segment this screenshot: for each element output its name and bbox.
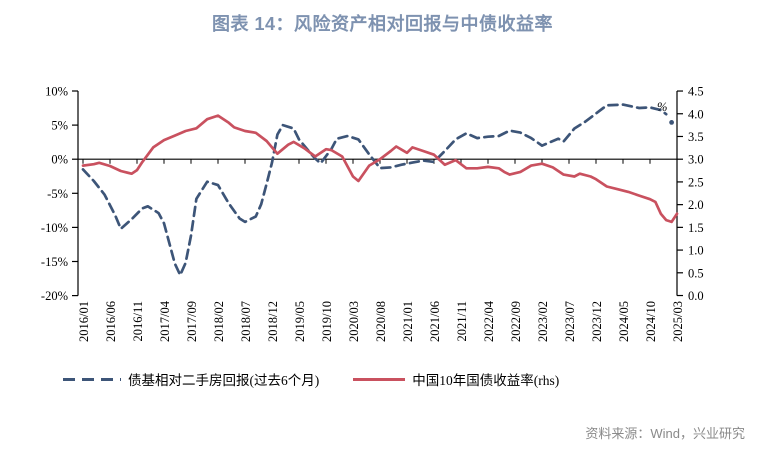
x-axis-tick-label: 2018/12	[266, 301, 280, 342]
x-axis-tick-label: 2025/03	[671, 301, 685, 342]
y-axis-left-tick-label: 5%	[51, 119, 68, 133]
x-axis-tick-label: 2017/04	[158, 300, 172, 342]
legend-item-cgb-yield: 中国10年国债收益率(rhs)	[353, 369, 559, 389]
y-axis-left-tick-label: -15%	[41, 255, 68, 269]
y-axis-left-tick-label: -10%	[41, 221, 68, 235]
y-axis-right-tick-label: 0.5	[688, 266, 704, 280]
x-axis-tick-label: 2021/11	[455, 301, 469, 342]
y-axis-right-tick-label: 0.0	[688, 289, 704, 303]
series-end-dot	[669, 120, 674, 125]
x-axis: 2016/01 2016/06 2016/11 2017/04 2017/09 2018/…	[77, 159, 685, 342]
series-bond-fund-vs-housing-line	[81, 103, 668, 277]
y-axis-right-tick-label: 3.0	[688, 153, 704, 167]
y-axis-left-tick-label: -20%	[41, 289, 68, 303]
y-axis-right-tick-label: 2.5	[688, 175, 704, 189]
x-axis-tick-label: 2023/07	[563, 301, 577, 342]
x-axis-tick-label: 2019/10	[320, 301, 334, 342]
chart-title: 图表 14：风险资产相对回报与中债收益率	[211, 14, 554, 34]
legend-solid-line-sample	[353, 377, 406, 381]
x-axis-tick-label: 2016/01	[77, 301, 91, 342]
x-axis-tick-label: 2022/09	[509, 301, 523, 342]
x-axis-tick-label: 2016/06	[104, 301, 118, 342]
legend-dashed-line-sample	[63, 377, 121, 381]
x-axis-tick-label: 2018/07	[239, 301, 253, 342]
x-axis-tick-label: 2024/05	[617, 301, 631, 342]
y-axis-right-tick-label: 4.0	[688, 107, 704, 121]
y-axis-left-tick-label: -5%	[47, 187, 68, 201]
y-axis-right-tick-label: 1.0	[688, 244, 704, 258]
x-axis-tick-label: 2020/03	[347, 301, 361, 342]
x-axis-tick-label: 2017/09	[185, 301, 199, 342]
series-cgb-yield-line	[81, 114, 679, 224]
y-axis-right-tick-label: 3.5	[688, 130, 704, 144]
x-axis-tick-label: 2022/04	[482, 300, 496, 342]
source-note: 资料来源：Wind，兴业研究	[585, 426, 745, 441]
y-axis-left-tick-label: 10%	[45, 85, 68, 99]
y-axis-left: 10% 5% 0% -5% -10% -15% -20%	[41, 85, 79, 303]
percent-unit-annotation: %	[657, 100, 667, 114]
x-axis-tick-label: 2020/08	[374, 301, 388, 342]
x-axis-tick-label: 2021/06	[428, 301, 442, 342]
y-axis-left-tick-label: 0%	[51, 153, 68, 167]
x-axis-tick-label: 2016/11	[131, 301, 145, 342]
chart-legend: 债基相对二手房回报(过去6个月) 中国10年国债收益率(rhs)	[63, 369, 559, 389]
x-axis-tick-label: 2019/05	[293, 301, 307, 342]
legend-item-bond-fund-vs-housing: 债基相对二手房回报(过去6个月)	[63, 369, 319, 389]
x-axis-tick-label: 2023/02	[536, 301, 550, 342]
y-axis-right-tick-label: 4.5	[688, 85, 704, 99]
y-axis-right-tick-label: 2.0	[688, 198, 704, 212]
legend-label-bond-fund-vs-housing: 债基相对二手房回报(过去6个月)	[128, 373, 320, 388]
legend-label-cgb-yield: 中国10年国债收益率(rhs)	[412, 373, 560, 388]
x-axis-tick-label: 2021/01	[401, 301, 415, 342]
y-axis-right: 4.5 4.0 3.5 3.0 2.5 2.0 1.5 1.0 0.5 0.0	[676, 85, 704, 303]
x-axis-tick-label: 2023/12	[590, 301, 604, 342]
x-axis-tick-label: 2018/02	[212, 301, 226, 342]
x-axis-tick-label: 2024/10	[644, 301, 658, 342]
y-axis-right-tick-label: 1.5	[688, 221, 704, 235]
